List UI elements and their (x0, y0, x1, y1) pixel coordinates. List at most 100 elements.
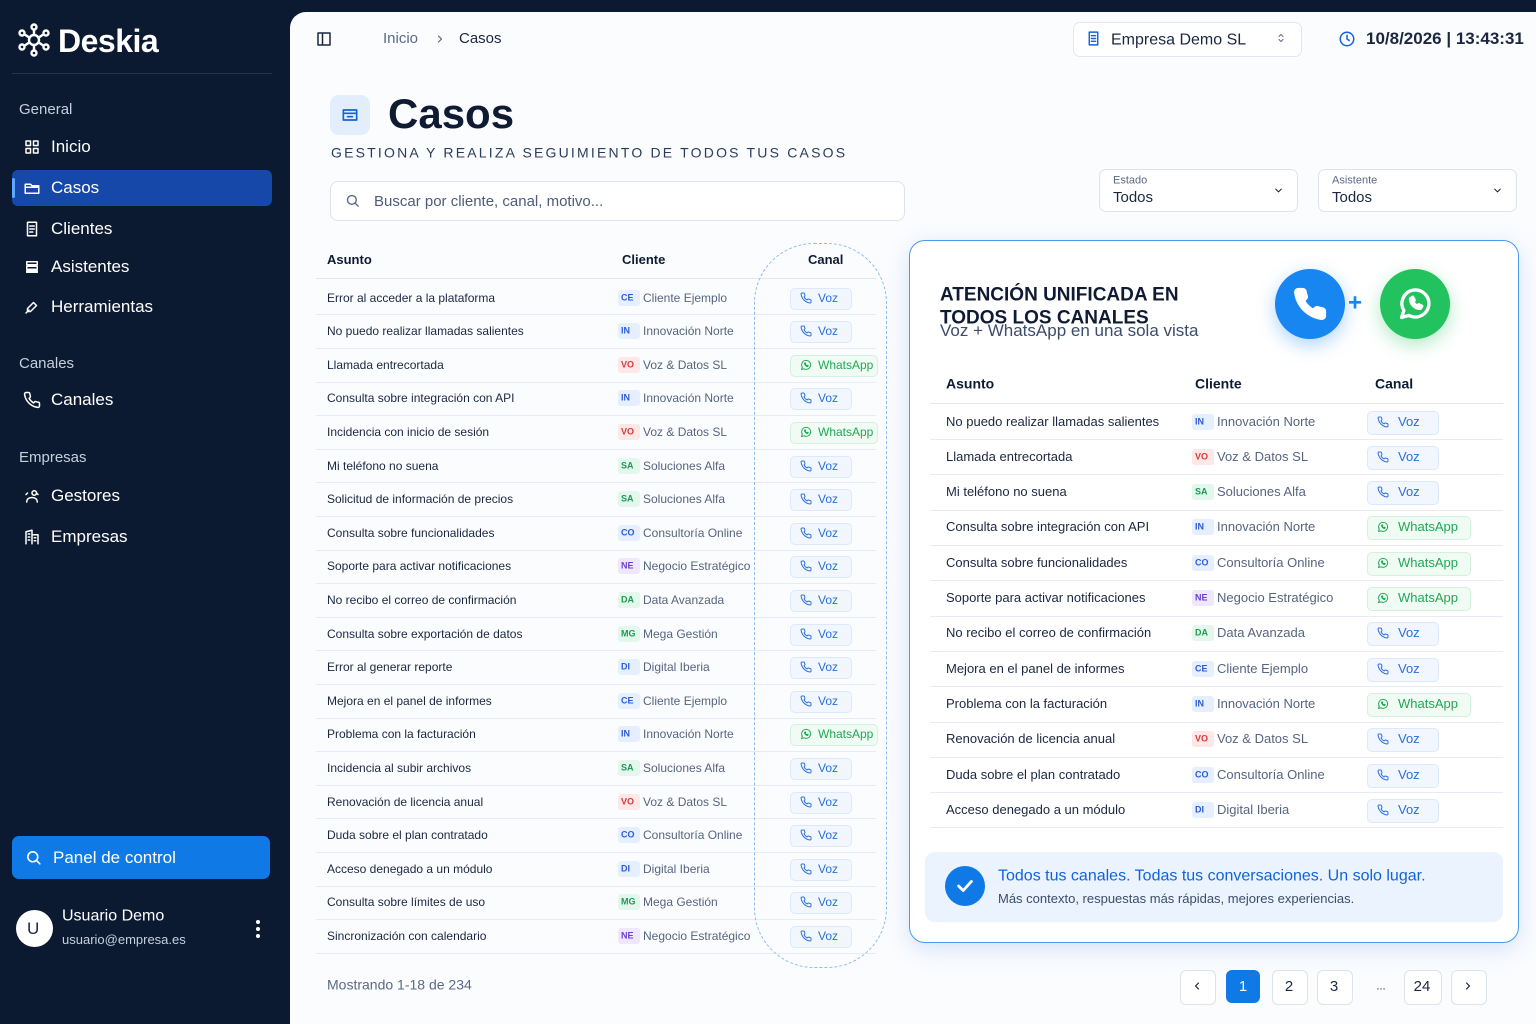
case-subject[interactable]: Mi teléfono no suena (327, 458, 439, 473)
case-subject[interactable]: Llamada entrecortada (946, 449, 1073, 464)
channel-pill[interactable] (790, 623, 852, 646)
channel-pill[interactable] (790, 489, 852, 512)
client-name: Mega Gestión (643, 895, 718, 910)
case-subject[interactable]: Duda sobre el plan contratado (946, 766, 1121, 782)
channel-pill[interactable] (790, 321, 852, 344)
row-divider (316, 919, 876, 921)
case-subject[interactable]: Consulta sobre funcionalidades (946, 554, 1128, 570)
page-next[interactable] (1451, 970, 1487, 1005)
case-subject[interactable]: Error al generar reporte (327, 659, 453, 674)
case-subject[interactable]: Consulta sobre funcionalidades (327, 525, 495, 540)
nav-label[interactable]: Inicio (51, 136, 91, 156)
nav-item-active[interactable] (12, 170, 272, 206)
channel-pill[interactable] (1367, 410, 1439, 435)
row-divider (316, 448, 876, 450)
voice-icon-path (1377, 415, 1389, 427)
nav-label[interactable]: Asistentes (51, 256, 130, 276)
row-divider (316, 415, 876, 417)
panel-button[interactable] (12, 836, 270, 879)
case-subject[interactable]: Consulta sobre límites de uso (327, 895, 486, 910)
channel-pill[interactable] (790, 354, 878, 377)
case-subject[interactable]: Problema con la facturación (946, 696, 1108, 712)
page-number[interactable]: 2 (1284, 978, 1294, 995)
case-subject[interactable]: Renovación de licencia anual (327, 794, 484, 809)
channel-pill[interactable] (790, 455, 852, 478)
nav-label[interactable]: Herramientas (51, 296, 154, 316)
case-subject[interactable]: Soporte para activar notificaciones (946, 590, 1146, 606)
channel-pill[interactable] (790, 825, 852, 848)
breadcrumb-link[interactable]: Inicio (383, 30, 419, 47)
channel-pill[interactable] (790, 556, 852, 579)
case-subject[interactable]: Incidencia al subir archivos (327, 760, 472, 775)
case-subject[interactable]: Consulta sobre exportación de datos (327, 626, 523, 641)
case-subject[interactable]: No puedo realizar llamadas salientes (946, 413, 1160, 429)
channel-pill[interactable] (790, 589, 852, 612)
page-button[interactable] (1317, 970, 1353, 1005)
case-subject[interactable]: Mejora en el panel de informes (946, 660, 1125, 676)
page-current[interactable] (1226, 970, 1260, 1003)
case-subject[interactable]: Error al acceder a la plataforma (327, 290, 496, 305)
page-number[interactable]: 3 (1329, 978, 1339, 995)
nav-label[interactable]: Gestores (51, 485, 120, 505)
case-subject[interactable]: Consulta sobre integración con API (327, 391, 515, 406)
page-button[interactable] (1404, 970, 1442, 1005)
case-subject[interactable]: Mi teléfono no suena (946, 484, 1067, 500)
channel-pill[interactable] (1367, 622, 1439, 647)
client-badge-text: IN (1195, 698, 1204, 709)
case-subject[interactable]: No puedo realizar llamadas salientes (327, 323, 524, 338)
channel-pill[interactable] (790, 724, 878, 747)
case-subject[interactable]: Soporte para activar notificaciones (327, 559, 512, 574)
datetime: 10/8/2026 | 13:43:31 (1366, 28, 1524, 48)
panel-button-label[interactable]: Panel de control (53, 847, 176, 867)
nav-label[interactable]: Empresas (51, 526, 128, 546)
nav-label[interactable]: Casos (51, 177, 100, 197)
case-subject[interactable]: Duda sobre el plan contratado (327, 827, 488, 842)
page-prev[interactable] (1180, 970, 1216, 1005)
channel-pill[interactable] (1367, 481, 1439, 506)
channel-pill[interactable] (790, 388, 852, 411)
channel-pill[interactable] (1367, 728, 1439, 753)
channel-pill[interactable] (790, 522, 852, 545)
client-badge (1192, 448, 1214, 465)
case-subject[interactable]: Solicitud de información de precios (327, 491, 514, 506)
case-subject[interactable]: Renovación de licencia anual (946, 731, 1116, 747)
filter-select[interactable] (1099, 169, 1298, 212)
case-subject[interactable]: Acceso denegado a un módulo (946, 802, 1126, 817)
nav-label[interactable]: Canales (51, 389, 114, 409)
search-placeholder[interactable]: Buscar por cliente, canal, motivo... (374, 193, 604, 210)
case-subject[interactable]: Problema con la facturación (327, 727, 476, 742)
channel-pill[interactable] (790, 858, 852, 881)
menu-dot[interactable] (256, 934, 260, 938)
channel-pill[interactable] (1367, 587, 1471, 611)
channel-pill[interactable] (1367, 657, 1439, 682)
callout-subtitle: Voz + WhatsApp en una sola vista (940, 320, 1199, 340)
case-subject[interactable]: Sincronización con calendario (327, 928, 487, 943)
case-subject[interactable]: Mejora en el panel de informes (327, 693, 492, 708)
menu-dot[interactable] (256, 920, 260, 924)
channel-pill[interactable] (1367, 763, 1439, 788)
channel-pill[interactable] (1367, 445, 1439, 470)
channel-pill[interactable] (1367, 798, 1439, 823)
channel-pill[interactable] (790, 757, 852, 780)
filter-select[interactable] (1318, 169, 1517, 212)
channel-pill[interactable] (790, 690, 852, 713)
nav-label[interactable]: Clientes (51, 218, 113, 238)
page-button[interactable] (1272, 970, 1308, 1005)
case-subject[interactable]: No recibo el correo de confirmación (327, 592, 517, 607)
page-number[interactable]: 24 (1413, 978, 1431, 995)
case-subject[interactable]: Incidencia con inicio de sesión (327, 424, 490, 439)
voice-icon (800, 661, 812, 673)
company-select[interactable] (1073, 22, 1302, 57)
case-subject[interactable]: No recibo el correo de confirmación (946, 625, 1152, 641)
page-number[interactable]: 1 (1238, 978, 1248, 995)
menu-dot[interactable] (256, 927, 260, 931)
client-badge-text: IN (621, 728, 630, 739)
case-subject[interactable]: Llamada entrecortada (327, 357, 444, 372)
channel-pill[interactable] (790, 421, 878, 444)
channel-pill[interactable] (790, 791, 852, 814)
client-name: Digital Iberia (643, 861, 710, 876)
case-subject[interactable]: Acceso denegado a un módulo (327, 861, 493, 876)
channel-pill[interactable] (790, 657, 852, 680)
case-subject[interactable]: Consulta sobre integración con API (946, 519, 1150, 535)
search-box[interactable] (330, 181, 905, 221)
